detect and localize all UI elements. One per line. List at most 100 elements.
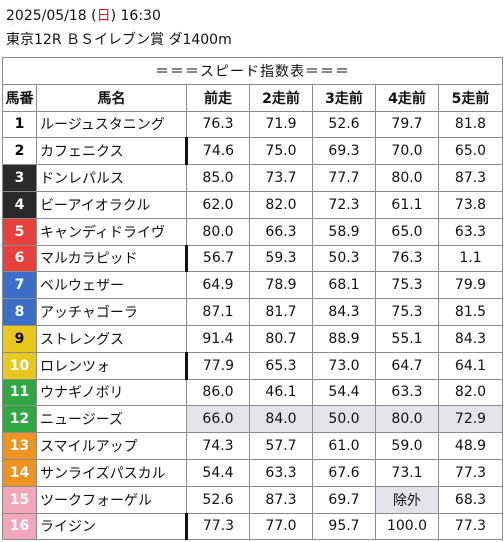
column-header: 前走: [186, 83, 250, 112]
speed-index-cell: 77.3: [438, 458, 503, 487]
table-title-row: ＝＝＝スピード指数表＝＝＝: [2, 57, 503, 85]
speed-index-cell: 70.0: [375, 137, 439, 166]
speed-index-cell: 64.9: [186, 271, 250, 300]
speed-index-cell: 61.0: [312, 432, 376, 460]
speed-index-cell: 55.1: [375, 324, 439, 353]
post-number-cell: 9: [2, 324, 37, 353]
speed-index-cell: 75.3: [375, 271, 439, 300]
speed-index-cell: 77.3: [438, 512, 503, 541]
speed-index-cell: 71.9: [249, 110, 313, 139]
speed-index-cell: 65.3: [249, 351, 313, 380]
horse-name-cell: マルカラピッド: [36, 244, 187, 273]
post-number-cell: 8: [2, 298, 37, 326]
speed-index-cell: 77.3: [185, 512, 250, 541]
speed-index-cell: 67.6: [312, 458, 376, 487]
post-number-cell: 14: [2, 458, 37, 487]
table-row: 3 ドンレパルス 85.0 73.7 77.7 80.0 87.3: [2, 164, 503, 192]
horse-name-cell: サンライズパスカル: [36, 458, 187, 487]
speed-index-table: ＝＝＝スピード指数表＝＝＝ 馬番 馬名 前走 2走前 3走前 4走前 5走前 1…: [2, 57, 503, 541]
speed-index-cell: 82.0: [438, 378, 503, 407]
speed-index-cell: 82.0: [249, 190, 313, 219]
post-number-cell: 4: [2, 190, 37, 219]
speed-index-cell: 46.1: [249, 378, 313, 407]
speed-index-cell: 87.3: [249, 485, 313, 514]
speed-index-cell: 77.7: [312, 164, 376, 192]
speed-index-cell: 75.0: [249, 137, 313, 166]
post-number-cell: 7: [2, 271, 37, 300]
speed-index-cell: 66.3: [249, 217, 313, 246]
table-row: 11 ウナギノボリ 86.0 46.1 54.4 63.3 82.0: [2, 378, 503, 407]
post-number-cell: 15: [2, 485, 37, 514]
table-row: 16 ライジン 77.3 77.0 95.7 100.0 77.3: [2, 512, 503, 541]
speed-index-cell: 58.9: [312, 217, 376, 246]
speed-index-cell: 86.0: [186, 378, 250, 407]
horse-name-cell: ストレングス: [36, 324, 187, 353]
speed-index-cell: 74.6: [185, 137, 250, 166]
speed-index-cell: 66.0: [186, 405, 250, 434]
race-name: 東京12R ＢＳイレブン賞 ダ1400m: [6, 32, 232, 48]
speed-index-cell: 52.6: [186, 485, 250, 514]
table-row: 13 スマイルアップ 74.3 57.7 61.0 59.0 48.9: [2, 432, 503, 460]
speed-index-cell: 59.0: [375, 432, 439, 460]
horse-name-cell: ライジン: [36, 512, 187, 541]
post-number-cell: 10: [2, 351, 37, 380]
speed-index-cell: 80.0: [375, 164, 439, 192]
post-number-cell: 12: [2, 405, 37, 434]
speed-index-cell: 81.8: [438, 110, 503, 139]
speed-index-cell: 91.4: [186, 324, 250, 353]
horse-name-cell: ルージュスタニング: [36, 110, 187, 139]
post-number-cell: 2: [2, 137, 37, 166]
speed-index-cell: 84.3: [312, 298, 376, 326]
speed-index-cell: 80.0: [186, 217, 250, 246]
table-title: ＝＝＝スピード指数表＝＝＝: [2, 57, 503, 85]
speed-index-cell: 50.0: [312, 405, 376, 434]
speed-index-cell: 除外: [375, 485, 439, 514]
speed-index-cell: 63.3: [438, 217, 503, 246]
post-number-cell: 1: [2, 110, 37, 139]
speed-index-cell: 74.3: [186, 432, 250, 460]
speed-index-cell: 75.3: [375, 298, 439, 326]
speed-index-cell: 73.7: [249, 164, 313, 192]
race-header: 2025/05/18 (日) 16:30 東京12R ＢＳイレブン賞 ダ1400…: [6, 4, 498, 52]
speed-index-cell: 63.3: [249, 458, 313, 487]
post-number-cell: 13: [2, 432, 37, 460]
horse-name-cell: ロレンツォ: [36, 351, 187, 380]
speed-index-cell: 87.3: [438, 164, 503, 192]
column-header: 3走前: [312, 83, 376, 112]
table-row: 7 ベルウェザー 64.9 78.9 68.1 75.3 79.9: [2, 271, 503, 300]
post-number-cell: 16: [2, 512, 37, 541]
speed-index-cell: 77.9: [185, 351, 250, 380]
horse-name-cell: ベルウェザー: [36, 271, 187, 300]
date-suffix: ) 16:30: [110, 8, 161, 24]
day-of-week: 日: [96, 8, 111, 24]
table-row: 1 ルージュスタニング 76.3 71.9 52.6 79.7 81.8: [2, 110, 503, 139]
column-header: 馬番: [2, 83, 37, 112]
horse-name-cell: ニュージーズ: [36, 405, 187, 434]
speed-index-cell: 62.0: [186, 190, 250, 219]
speed-index-cell: 68.1: [312, 271, 376, 300]
speed-index-cell: 78.9: [249, 271, 313, 300]
column-header: 5走前: [438, 83, 503, 112]
speed-index-cell: 54.4: [312, 378, 376, 407]
speed-index-cell: 84.3: [438, 324, 503, 353]
speed-index-cell: 64.1: [438, 351, 503, 380]
table-row: 4 ビーアイオラクル 62.0 82.0 72.3 61.1 73.8: [2, 190, 503, 219]
date-prefix: 2025/05/18 (: [6, 8, 97, 24]
speed-index-cell: 72.9: [438, 405, 503, 434]
speed-index-cell: 56.7: [185, 244, 250, 273]
speed-index-cell: 73.0: [312, 351, 376, 380]
table-body: 1 ルージュスタニング 76.3 71.9 52.6 79.7 81.8 2 カフェニクス 74.…: [2, 110, 503, 541]
speed-index-cell: 76.3: [375, 244, 439, 273]
table-row: 6 マルカラピッド 56.7 59.3 50.3 76.3 1.1: [2, 244, 503, 273]
table-row: 2 カフェニクス 74.6 75.0 69.3 70.0 65.0: [2, 137, 503, 166]
post-number-cell: 3: [2, 164, 37, 192]
speed-index-cell: 77.0: [249, 512, 313, 541]
speed-index-cell: 65.0: [375, 217, 439, 246]
speed-index-cell: 57.7: [249, 432, 313, 460]
table-row: 5 キャンディドライヴ 80.0 66.3 58.9 65.0 63.3: [2, 217, 503, 246]
post-number-cell: 5: [2, 217, 37, 246]
horse-name-cell: ビーアイオラクル: [36, 190, 187, 219]
speed-index-cell: 95.7: [312, 512, 376, 541]
horse-name-cell: アッチャゴーラ: [36, 298, 187, 326]
post-number-cell: 6: [2, 244, 37, 273]
